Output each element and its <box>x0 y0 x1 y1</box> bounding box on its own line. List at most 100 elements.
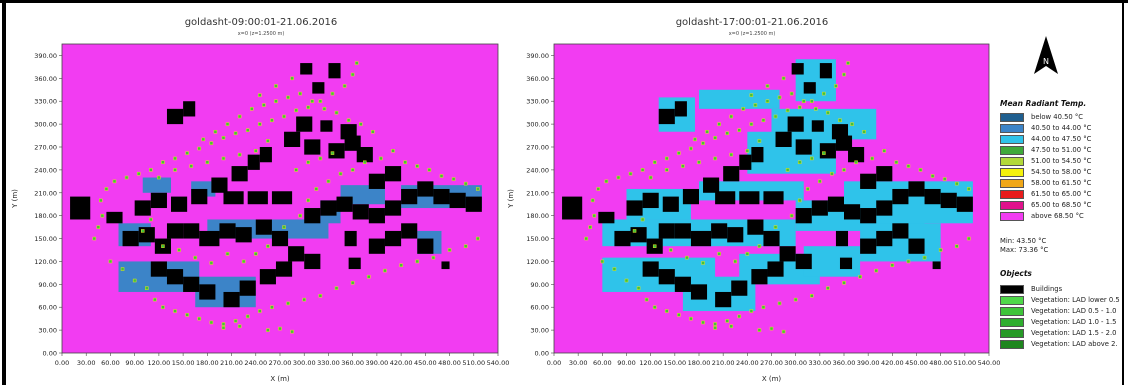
building-cell <box>775 131 792 147</box>
building-cell <box>166 108 184 125</box>
mrt-legend-item: 40.50 to 44.00 °C <box>1000 123 1091 133</box>
vegetation-cell <box>140 229 145 233</box>
building-cell <box>401 223 418 239</box>
vegetation-cell <box>781 76 786 81</box>
y-tick-label: 120.00 <box>34 258 57 266</box>
building-cell <box>417 238 434 254</box>
vegetation-cell <box>415 164 420 168</box>
building-cell <box>166 223 184 239</box>
vegetation-cell <box>254 252 258 256</box>
building-cell <box>658 223 675 239</box>
vegetation-cell <box>604 179 609 184</box>
building-cell <box>70 196 91 220</box>
vegetation-cell <box>785 168 790 172</box>
vegetation-cell <box>717 252 721 256</box>
x-tick-label: 0.00 <box>547 359 561 367</box>
building-cell <box>288 246 305 262</box>
vegetation-cell <box>237 114 242 119</box>
vegetation-cell <box>278 326 282 331</box>
vegetation-cell <box>173 156 177 161</box>
building-cell <box>682 188 699 205</box>
vegetation-cell <box>870 156 874 161</box>
vegetation-cell <box>302 297 306 302</box>
building-cell <box>441 261 450 270</box>
x-tick-label: 270.00 <box>760 359 783 367</box>
vegetation-cell <box>209 261 214 265</box>
legend-label: 51.00 to 54.50 °C <box>1031 157 1092 165</box>
building-cell <box>223 191 244 205</box>
y-tick-label: 120.00 <box>526 258 549 266</box>
building-cell <box>340 124 357 140</box>
x-tick-label: 510.00 <box>953 359 976 367</box>
vegetation-cell <box>185 151 189 155</box>
x-tick-label: 540.00 <box>487 359 510 367</box>
vegetation-cell <box>225 252 230 256</box>
vegetation-cell <box>342 84 347 88</box>
x-tick-label: 300.00 <box>784 359 807 367</box>
vegetation-cell <box>729 152 733 157</box>
vegetation-cell <box>237 152 242 157</box>
building-cell <box>235 227 252 243</box>
building-cell <box>171 196 188 212</box>
y-tick-label: 390.00 <box>526 52 549 60</box>
building-cell <box>259 147 272 163</box>
x-tick-label: 0.00 <box>55 359 69 367</box>
building-cell <box>739 154 752 170</box>
y-tick-label: 90.00 <box>38 281 57 289</box>
x-axis-label: X (m) <box>270 375 290 383</box>
vegetation-cell <box>717 122 721 126</box>
vegetation-cell <box>749 309 754 313</box>
x-tick-label: 270.00 <box>269 359 292 367</box>
y-tick-label: 330.00 <box>34 98 57 106</box>
vegetation-cell <box>894 160 899 165</box>
y-tick-label: 210.00 <box>34 189 57 197</box>
building-cell <box>259 269 276 285</box>
object-legend-item: Vegetation: LAD 1.5 - 2.0 <box>1000 328 1116 338</box>
legend-label: 65.00 to 68.50 °C <box>1031 201 1092 209</box>
mrt-legend-item: 61.50 to 65.00 °C <box>1000 189 1091 199</box>
y-axis-label: Y (m) <box>11 189 19 209</box>
building-cell <box>795 253 812 270</box>
vegetation-cell <box>262 103 266 107</box>
vegetation-cell <box>350 281 355 285</box>
panel-title: goldasht-09:00:01-21.06.2016 <box>184 17 338 28</box>
vegetation-cell <box>193 255 197 260</box>
x-tick-label: 120.00 <box>639 359 662 367</box>
vegetation-cell <box>96 225 101 229</box>
vegetation-cell <box>967 236 971 241</box>
building-cell <box>122 230 139 247</box>
building-cell <box>658 269 675 285</box>
panel-subtitle: x=0 (z=1.2500 m) <box>728 31 776 37</box>
building-cell <box>715 291 732 308</box>
building-cell <box>751 269 768 285</box>
mrt-legend-item: 51.00 to 54.50 °C <box>1000 156 1091 166</box>
vegetation-cell <box>153 297 157 302</box>
vegetation-cell <box>830 171 834 176</box>
building-cell <box>255 219 272 235</box>
vegetation-cell <box>906 259 911 264</box>
legend-swatch <box>1000 112 1024 122</box>
building-cell <box>924 188 941 205</box>
y-tick-label: 150.00 <box>526 235 549 243</box>
building-cell <box>674 223 691 239</box>
building-cell <box>368 173 385 189</box>
vegetation-cell <box>858 274 862 279</box>
vegetation-cell <box>765 99 770 103</box>
vegetation-cell <box>185 313 189 317</box>
legend-swatch <box>1000 200 1024 210</box>
vegetation-cell <box>383 268 387 273</box>
vegetation-cell <box>785 108 790 113</box>
building-cell <box>819 143 836 159</box>
x-axis-label: X (m) <box>762 375 782 383</box>
vegetation-cell <box>314 187 319 191</box>
building-cell <box>336 196 353 212</box>
x-tick-label: 420.00 <box>390 359 413 367</box>
vegetation-cell <box>797 160 802 165</box>
vegetation-cell <box>725 131 729 136</box>
vegetation-cell <box>367 274 371 279</box>
building-cell <box>356 147 373 163</box>
building-cell <box>723 166 740 182</box>
vegetation-cell <box>624 278 629 283</box>
x-tick-label: 540.00 <box>978 359 1001 367</box>
vegetation-cell <box>266 328 270 332</box>
